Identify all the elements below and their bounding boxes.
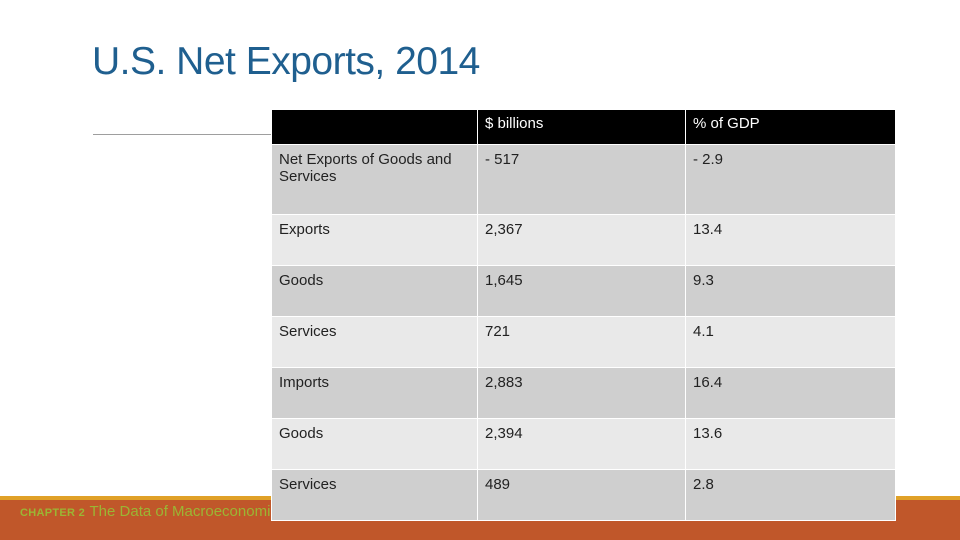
slide-title: U.S. Net Exports, 2014 (92, 40, 480, 83)
table-row: Net Exports of Goods and Services - 517 … (271, 144, 896, 215)
row-label: Exports (271, 214, 478, 266)
row-percent-gdp: 13.4 (685, 214, 896, 266)
row-percent-gdp: 13.6 (685, 418, 896, 470)
row-percent-gdp: 16.4 (685, 367, 896, 419)
row-billions: - 517 (477, 144, 686, 215)
footer-chapter: CHAPTER 2 (20, 507, 86, 519)
net-exports-table: $ billions % of GDP Net Exports of Goods… (271, 109, 896, 521)
row-percent-gdp: - 2.9 (685, 144, 896, 215)
row-label: Services (271, 469, 478, 521)
row-label: Net Exports of Goods and Services (271, 144, 478, 215)
header-billions: $ billions (477, 109, 686, 145)
row-billions: 489 (477, 469, 686, 521)
row-billions: 721 (477, 316, 686, 368)
row-label: Imports (271, 367, 478, 419)
row-percent-gdp: 9.3 (685, 265, 896, 317)
table-row: Goods 2,394 13.6 (271, 418, 896, 470)
header-category (271, 109, 478, 145)
row-billions: 2,394 (477, 418, 686, 470)
row-billions: 2,367 (477, 214, 686, 266)
row-billions: 2,883 (477, 367, 686, 419)
footer-subtitle: The Data of Macroeconomics (89, 503, 286, 520)
header-percent-gdp: % of GDP (685, 109, 896, 145)
row-label: Services (271, 316, 478, 368)
row-label: Goods (271, 265, 478, 317)
row-label: Goods (271, 418, 478, 470)
footer-caption: CHAPTER 2 The Data of Macroeconomics (20, 503, 285, 521)
row-billions: 1,645 (477, 265, 686, 317)
table-row: Services 489 2.8 (271, 469, 896, 521)
title-underline (93, 134, 273, 135)
table-header-row: $ billions % of GDP (271, 109, 896, 145)
table-row: Imports 2,883 16.4 (271, 367, 896, 419)
table-row: Services 721 4.1 (271, 316, 896, 368)
row-percent-gdp: 2.8 (685, 469, 896, 521)
row-percent-gdp: 4.1 (685, 316, 896, 368)
table-row: Exports 2,367 13.4 (271, 214, 896, 266)
table-row: Goods 1,645 9.3 (271, 265, 896, 317)
